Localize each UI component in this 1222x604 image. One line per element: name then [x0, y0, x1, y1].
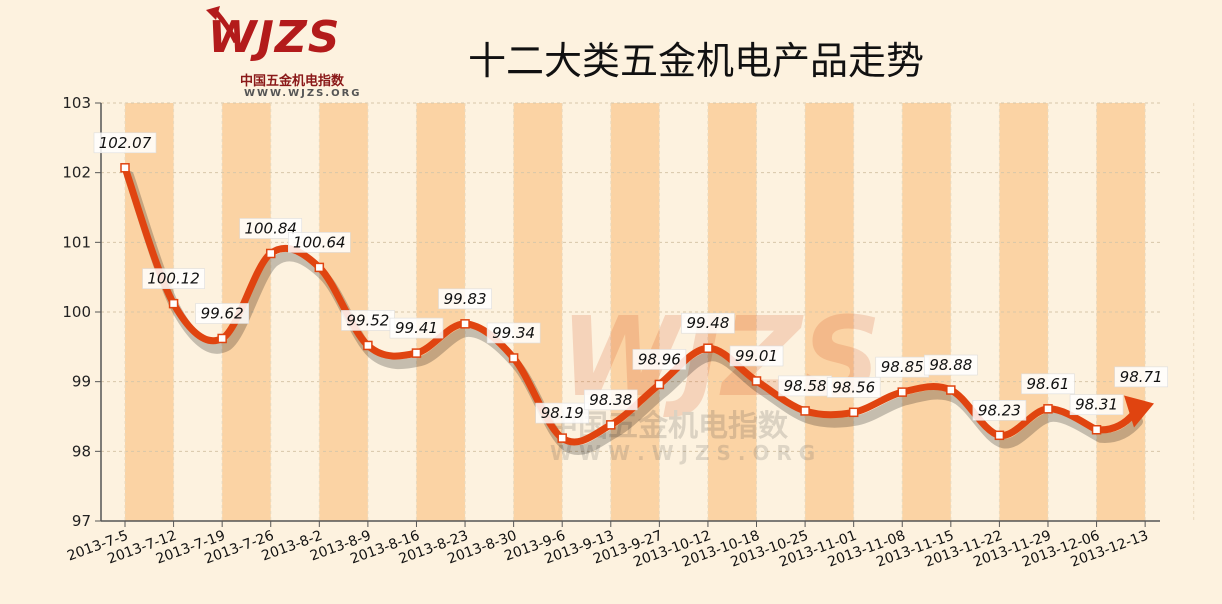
data-label: 100.12 [147, 270, 200, 288]
data-label-bg [632, 349, 687, 370]
data-label: 98.61 [1027, 375, 1070, 393]
watermark-url: W W W . W J Z S . O R G [550, 441, 815, 465]
x-axis-ticks: 2013-7-52013-7-122013-7-192013-7-262013-… [65, 521, 1151, 571]
data-point [946, 385, 956, 395]
data-label: 99.01 [735, 347, 778, 365]
data-label: 98.88 [929, 356, 972, 374]
data-label: 99.52 [346, 311, 389, 329]
data-point [654, 379, 665, 390]
data-label: 99.41 [395, 319, 438, 337]
data-point [265, 248, 276, 259]
y-tick-label: 103 [62, 94, 91, 112]
data-label-bg [729, 345, 784, 367]
data-label-bg [288, 232, 351, 253]
data-label: 98.56 [832, 378, 875, 396]
data-label-bg [972, 400, 1027, 421]
data-point [1043, 404, 1053, 414]
data-label: 99.62 [201, 304, 244, 322]
data-label-bg [195, 303, 249, 324]
data-point [1091, 424, 1102, 435]
logo-mark: WJZS [208, 12, 341, 63]
data-point [751, 376, 762, 386]
data-point [168, 298, 179, 309]
data-label: 99.48 [686, 314, 729, 332]
data-point [363, 340, 373, 351]
y-axis-ticks: 97 98 99 100 101 102 103 [62, 94, 101, 530]
data-label-bg [826, 377, 881, 398]
data-label-bg [583, 389, 638, 411]
data-label: 98.38 [589, 391, 632, 409]
logo-cn-text: 中国五金机电指数 [240, 74, 345, 89]
data-label-bg [1114, 366, 1168, 388]
y-tick-label: 102 [62, 164, 91, 182]
y-tick-label: 100 [62, 303, 91, 321]
data-label-bg [486, 322, 541, 344]
series-markers [120, 163, 1102, 443]
data-point [800, 406, 810, 416]
y-tick-label: 97 [72, 512, 91, 530]
logo-arrow-icon [206, 6, 239, 44]
data-point [557, 433, 567, 443]
data-label-bg [389, 317, 444, 339]
data-label-bg [535, 402, 590, 424]
data-label-bg [438, 288, 492, 310]
chart-title: 十二大类五金机电产品走势 [468, 39, 925, 83]
data-label: 98.96 [638, 350, 681, 368]
data-point [217, 333, 227, 344]
data-point [411, 348, 422, 358]
data-point [314, 262, 325, 273]
data-label: 98.58 [784, 377, 827, 395]
data-point [120, 163, 130, 173]
y-tick-label: 99 [72, 373, 91, 391]
y-tick-label: 101 [62, 233, 91, 251]
data-label-bg [924, 354, 978, 376]
y-tick-label: 98 [72, 442, 91, 460]
data-label-bg [142, 268, 205, 289]
data-point [508, 353, 519, 363]
data-point [703, 343, 713, 353]
data-point [606, 420, 616, 430]
data-label-bg [239, 218, 303, 239]
series-arrow-head [1124, 395, 1154, 428]
data-label: 98.23 [978, 401, 1021, 419]
logo: WJZS 中国五金机电指数 WWW.WJZS.ORG [198, 4, 378, 104]
data-point [460, 319, 470, 329]
data-label-bg [1069, 394, 1124, 416]
data-label: 98.31 [1075, 396, 1118, 414]
data-label-bg [93, 132, 157, 154]
data-point [994, 430, 1005, 441]
logo-url-text: WWW.WJZS.ORG [244, 88, 362, 99]
data-label: 98.19 [541, 404, 584, 422]
data-label-bg [1021, 373, 1075, 395]
data-label-bg [681, 312, 735, 334]
data-point [897, 387, 907, 397]
data-point [848, 407, 859, 418]
data-label: 99.83 [444, 290, 487, 308]
band-18 [999, 103, 1048, 521]
data-label: 102.07 [99, 134, 152, 152]
data-label: 99.34 [492, 324, 535, 342]
data-label: 100.84 [244, 219, 297, 237]
data-label: 100.64 [293, 233, 346, 251]
data-label: 98.85 [881, 358, 924, 376]
data-label: 98.71 [1120, 368, 1163, 386]
